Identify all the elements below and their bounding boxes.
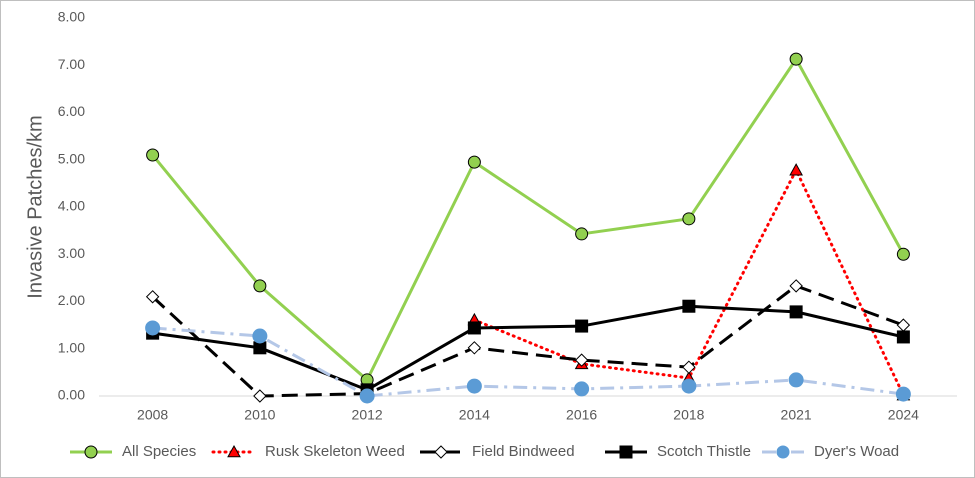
marker [253,389,267,403]
x-tick-label: 2010 [244,407,275,423]
legend-label: Field Bindweed [472,443,575,460]
legend-marker [776,445,790,459]
marker [467,341,482,355]
legend-marker [84,445,98,459]
marker [789,279,803,293]
marker [359,388,375,404]
legend-label: Dyer's Woad [814,443,899,460]
marker [145,290,160,304]
legend-label: All Species [122,443,196,460]
marker [574,381,590,397]
marker [789,52,803,66]
x-tick-label: 2016 [566,407,597,423]
x-tick-label: 2021 [781,407,812,423]
marker [253,279,267,293]
marker [682,212,696,226]
marker [146,148,160,162]
legend-marker [434,445,448,459]
series-line [151,284,904,398]
y-tick-label: 5.00 [58,150,85,166]
series-line [151,57,905,382]
marker [789,305,803,319]
y-tick-label: 1.00 [58,339,85,355]
marker [895,386,911,402]
y-tick-label: 8.00 [58,9,85,25]
y-tick-label: 2.00 [58,292,85,308]
marker [681,378,697,394]
x-tick-label: 2012 [352,407,383,423]
marker [682,299,696,313]
marker [788,372,804,388]
series-line [152,304,904,392]
x-tick-label: 2014 [459,407,490,423]
legend-marker [619,445,633,459]
y-tick-label: 3.00 [58,245,85,261]
marker [466,378,482,394]
marker [896,330,910,344]
marker [575,319,589,333]
y-tick-label: 4.00 [58,198,85,214]
x-tick-label: 2018 [673,407,704,423]
marker [896,247,910,261]
x-tick-label: 2008 [137,407,168,423]
x-tick-label: 2024 [888,407,919,423]
marker [789,163,803,176]
marker [574,353,589,367]
y-axis-title: Invasive Patches/km [24,115,46,298]
marker [252,328,268,344]
marker [467,321,481,335]
legend-label: Rusk Skeleton Weed [265,443,405,460]
legend-label: Scotch Thistle [657,443,751,460]
marker [682,360,696,374]
marker [575,227,589,241]
marker [145,320,161,336]
y-tick-label: 0.00 [58,387,85,403]
y-tick-label: 6.00 [58,103,85,119]
y-tick-label: 7.00 [58,56,85,72]
series-line [152,326,904,398]
legend-marker [227,444,241,458]
marker [467,155,481,169]
marker [253,341,267,355]
